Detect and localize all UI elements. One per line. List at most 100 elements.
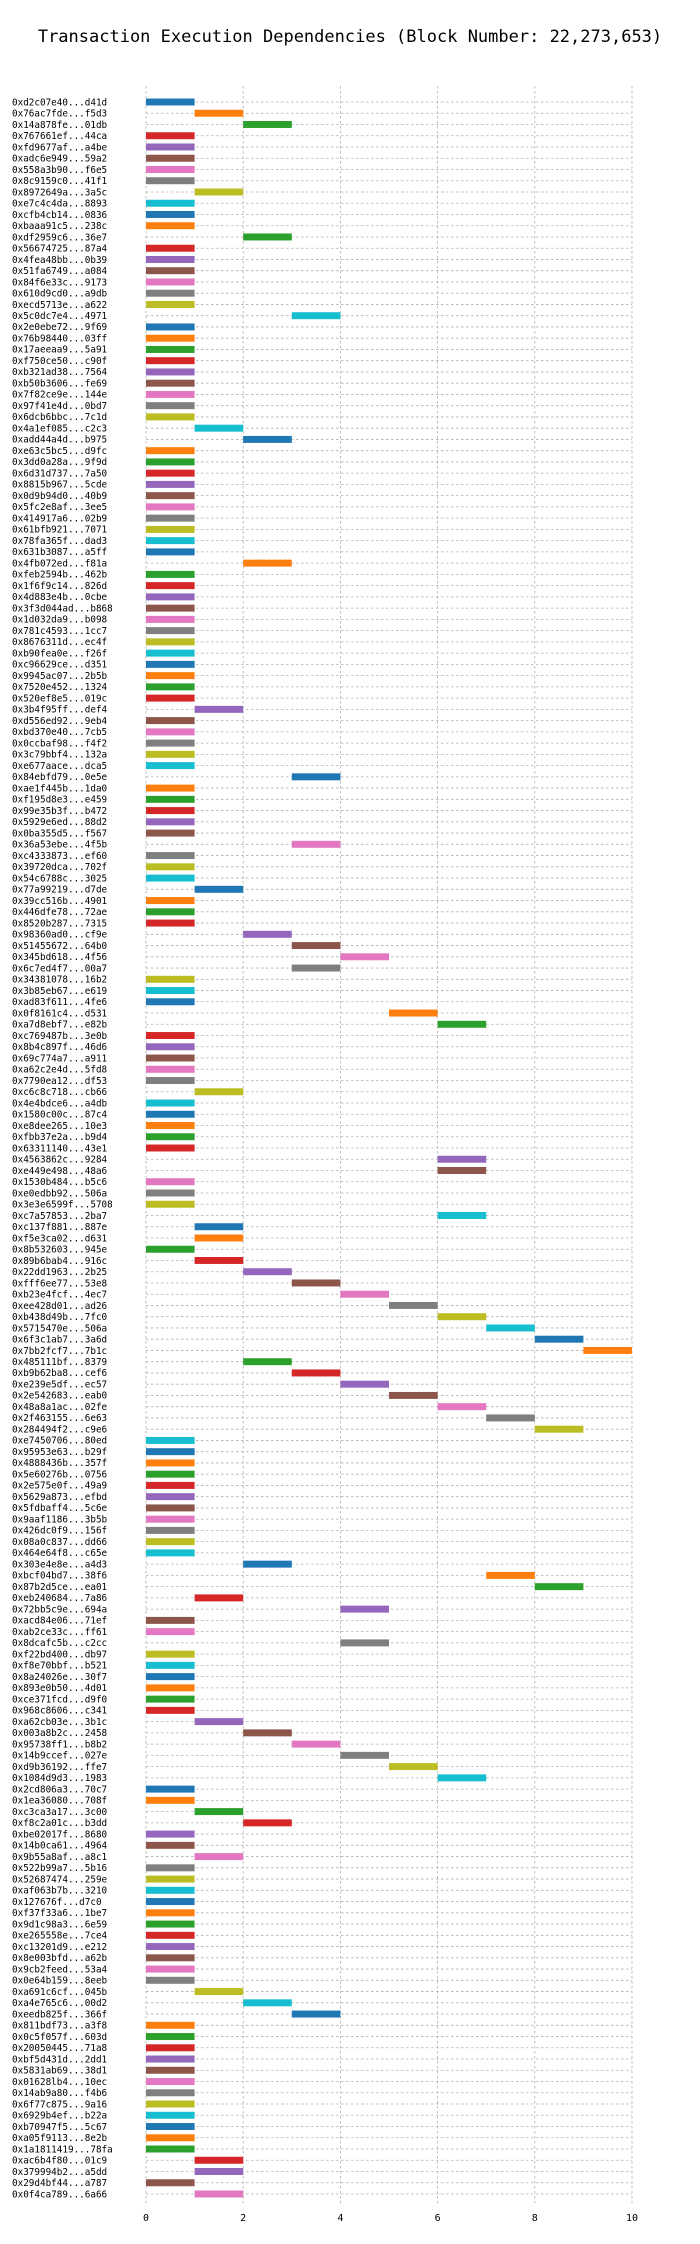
transaction-label: 0x63311140...43e1: [12, 1143, 107, 1154]
task-bar: [146, 717, 195, 725]
transaction-label: 0x1d032da9...b098: [12, 615, 107, 626]
transaction-label: 0x893e0b50...4d01: [12, 1683, 107, 1694]
task-bar: [146, 2044, 195, 2052]
task-bar: [146, 1504, 195, 1512]
task-bar: [146, 1650, 195, 1658]
task-bar: [194, 705, 244, 713]
task-bar: [534, 1583, 584, 1591]
transaction-label: 0xd2c07e40...d41d: [12, 97, 107, 108]
task-bar: [146, 1122, 195, 1129]
transaction-label: 0x1580c00c...87c4: [12, 1110, 108, 1121]
task-bar: [146, 2021, 195, 2029]
transaction-label: 0xd556ed92...9eb4: [12, 716, 108, 727]
transaction-label: 0x968c8606...c341: [12, 1706, 107, 1717]
transaction-label: 0x345bd618...4f56: [12, 952, 107, 963]
transaction-label: 0xadc6e949...59a2: [12, 154, 107, 165]
transaction-label: 0x51fa6749...a084: [12, 266, 108, 277]
transaction-label: 0x811bdf73...a3f8: [12, 2021, 107, 2032]
transaction-label: 0x76ac7fde...f5d3: [12, 109, 107, 120]
task-bar: [194, 188, 244, 196]
task-bar: [146, 1526, 195, 1534]
transaction-label: 0x8e003bfd...a62b: [12, 1953, 108, 1964]
transaction-label: 0x6f77c875...9a16: [12, 2099, 107, 2110]
task-bar: [194, 1088, 244, 1096]
task-bar: [243, 1560, 292, 1568]
task-bar: [146, 1875, 195, 1883]
transaction-label: 0x446dfe78...72ae: [12, 907, 108, 918]
transaction-label: 0x0d9b94d0...40b9: [12, 491, 107, 502]
transaction-label: 0x9b55a8af...a8c1: [12, 1852, 107, 1863]
task-bar: [146, 368, 195, 376]
task-bar: [146, 1976, 195, 1984]
task-bar: [146, 2111, 195, 2119]
task-bar: [146, 649, 195, 657]
task-bar: [146, 1178, 195, 1186]
task-bar: [146, 975, 195, 983]
transaction-label: 0xaf063b7b...3210: [12, 1886, 107, 1897]
task-bar: [146, 1436, 195, 1444]
task-bar: [146, 1628, 195, 1636]
transaction-label: 0x767661ef...44ca: [12, 131, 107, 142]
task-bar: [146, 795, 195, 803]
task-bar: [146, 998, 195, 1006]
transaction-label: 0xa62c2e4d...5fd8: [12, 1065, 107, 1076]
transaction-label: 0xee428d01...ad26: [12, 1301, 107, 1312]
transaction-label: 0xa691c6cf...045b: [12, 1987, 108, 1998]
transaction-label: 0x4a1ef085...c2c3: [12, 423, 107, 434]
task-bar: [146, 897, 195, 905]
task-bar: [194, 885, 244, 893]
task-bar: [194, 2156, 244, 2164]
task-bar: [146, 143, 195, 151]
transaction-label: 0x8c9159c0...41f1: [12, 176, 107, 187]
transaction-label: 0x9cb2feed...53a4: [12, 1964, 108, 1975]
task-bar: [146, 98, 195, 106]
transaction-label: 0xfd9677af...a4be: [12, 142, 108, 153]
transaction-label: 0xb9b62ba8...cef6: [12, 1368, 107, 1379]
task-bar: [486, 1324, 535, 1332]
transaction-label: 0x0f8161c4...d531: [12, 1008, 107, 1019]
task-bar: [194, 109, 244, 117]
task-bar: [243, 121, 292, 128]
transaction-label: 0x34381078...16b2: [12, 975, 107, 986]
transaction-label: 0xb50b3606...fe69: [12, 378, 107, 389]
transaction-label: 0xb70947f5...5c67: [12, 2122, 107, 2133]
transaction-label: 0x1530b484...b5c6: [12, 1177, 107, 1188]
task-bar: [243, 930, 292, 938]
task-bar: [389, 1391, 438, 1399]
task-bar: [340, 1639, 389, 1647]
task-bar: [389, 1009, 438, 1017]
transaction-label: 0xb321ad38...7564: [12, 367, 108, 378]
transaction-label: 0xc6c8c718...cb66: [12, 1087, 107, 1098]
transaction-label: 0xb23e4fcf...4ec7: [12, 1290, 107, 1301]
task-bar: [146, 503, 195, 511]
transaction-label: 0x69c774a7...a911: [12, 1053, 107, 1064]
task-bar: [583, 1346, 632, 1354]
transaction-label: 0x4d883e4b...0cbe: [12, 592, 108, 603]
transaction-label: 0xe7450706...80ed: [12, 1436, 107, 1447]
transaction-label: 0xa7d8ebf7...e82b: [12, 1020, 108, 1031]
transaction-label: 0x5fc2e8af...3ee5: [12, 502, 107, 513]
transaction-label: 0x39720dca...702f: [12, 862, 107, 873]
transaction-label: 0xf8e70bbf...b521: [12, 1661, 107, 1672]
transaction-label: 0x14ab9a80...f4b6: [12, 2088, 107, 2099]
task-bar: [146, 1133, 195, 1141]
task-bar: [146, 728, 195, 736]
transaction-label: 0x2f463155...6e63: [12, 1413, 107, 1424]
transaction-label: 0xf37f33a6...1be7: [12, 1908, 107, 1919]
task-bar: [146, 1470, 195, 1478]
task-bar: [243, 435, 292, 443]
task-bar: [146, 1538, 195, 1546]
task-bar: [437, 1313, 487, 1321]
bars-layer: [146, 98, 632, 2198]
task-bar: [146, 1785, 195, 1793]
transaction-label: 0x97f41e4d...0bd7: [12, 401, 107, 412]
chart-title: Transaction Execution Dependencies (Bloc…: [38, 27, 662, 47]
task-bar: [340, 1605, 389, 1613]
task-bar: [146, 1515, 195, 1523]
transaction-label: 0x76b98440...03ff: [12, 333, 107, 344]
transaction-label: 0xcfb4cb14...0836: [12, 210, 107, 221]
task-bar: [146, 638, 195, 646]
transaction-label: 0x14a878fe...01db: [12, 120, 108, 131]
transaction-label: 0xacd84e06...71ef: [12, 1616, 107, 1627]
transaction-label: 0xe239e5df...ec57: [12, 1379, 107, 1390]
